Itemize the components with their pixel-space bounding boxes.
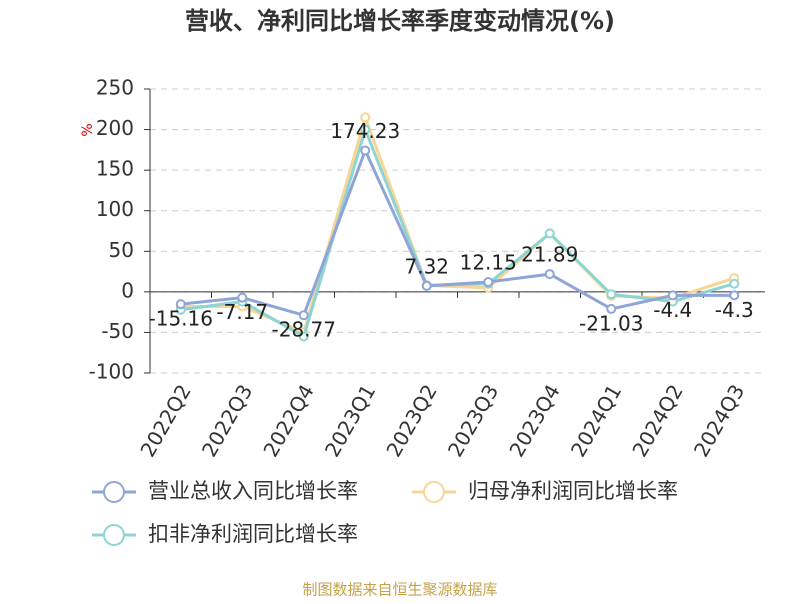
x-tick-label: 2022Q4	[258, 380, 318, 461]
data-label: -4.3	[715, 298, 754, 322]
chart-title: 营收、净利同比增长率季度变动情况(%)	[185, 7, 615, 35]
data-label: -21.03	[579, 311, 643, 335]
data-label: 12.15	[460, 250, 517, 274]
y-tick-label: 0	[121, 278, 134, 302]
data-point	[421, 280, 432, 291]
data-point	[606, 289, 617, 300]
legend-label: 归母净利润同比增长率	[468, 479, 678, 503]
data-label: 7.32	[404, 254, 449, 278]
legend-marker	[423, 481, 445, 503]
source-note: 制图数据来自恒生聚源数据库	[302, 581, 497, 599]
y-tick-label: -50	[101, 319, 134, 343]
legend-label: 营业总收入同比增长率	[148, 479, 358, 503]
x-tick-label: 2023Q2	[381, 380, 441, 461]
data-label: -7.17	[216, 300, 268, 324]
data-point	[360, 145, 371, 156]
x-tick-label: 2023Q1	[320, 380, 380, 461]
data-label: -28.77	[272, 318, 336, 342]
y-tick-label: 150	[96, 157, 134, 181]
y-tick-label: 50	[109, 238, 134, 262]
data-point	[544, 269, 555, 280]
x-tick-label: 2023Q3	[443, 380, 503, 461]
data-point	[360, 112, 371, 123]
x-tick-label: 2022Q2	[135, 380, 195, 461]
data-point	[175, 299, 186, 310]
x-tick-label: 2024Q1	[566, 380, 626, 461]
y-axis-label: %	[80, 123, 96, 136]
data-point	[729, 290, 740, 301]
data-label: 21.89	[521, 243, 578, 267]
data-point	[298, 310, 309, 321]
x-tick-label: 2023Q4	[504, 380, 564, 461]
x-tick-label: 2024Q3	[689, 380, 749, 461]
data-point	[237, 292, 248, 303]
data-point	[667, 290, 678, 301]
series-line	[180, 146, 735, 318]
data-point	[606, 303, 617, 314]
data-point	[360, 124, 371, 135]
x-tick-label: 2022Q3	[197, 380, 257, 461]
y-tick-label: 200	[96, 116, 134, 140]
data-label: -15.16	[149, 307, 213, 331]
y-tick-label: 100	[96, 197, 134, 221]
data-label: -4.4	[653, 298, 692, 322]
y-tick-label: 250	[96, 76, 134, 100]
data-point	[729, 278, 740, 289]
data-point	[544, 228, 555, 239]
x-tick-label: 2024Q2	[627, 380, 687, 461]
legend-label: 扣非净利润同比增长率	[148, 522, 358, 546]
data-point	[298, 331, 309, 342]
legend-marker	[103, 524, 125, 546]
legend-marker	[103, 481, 125, 503]
data-label: 174.23	[330, 119, 400, 143]
data-point	[483, 276, 494, 287]
y-tick-label: -100	[89, 360, 134, 384]
